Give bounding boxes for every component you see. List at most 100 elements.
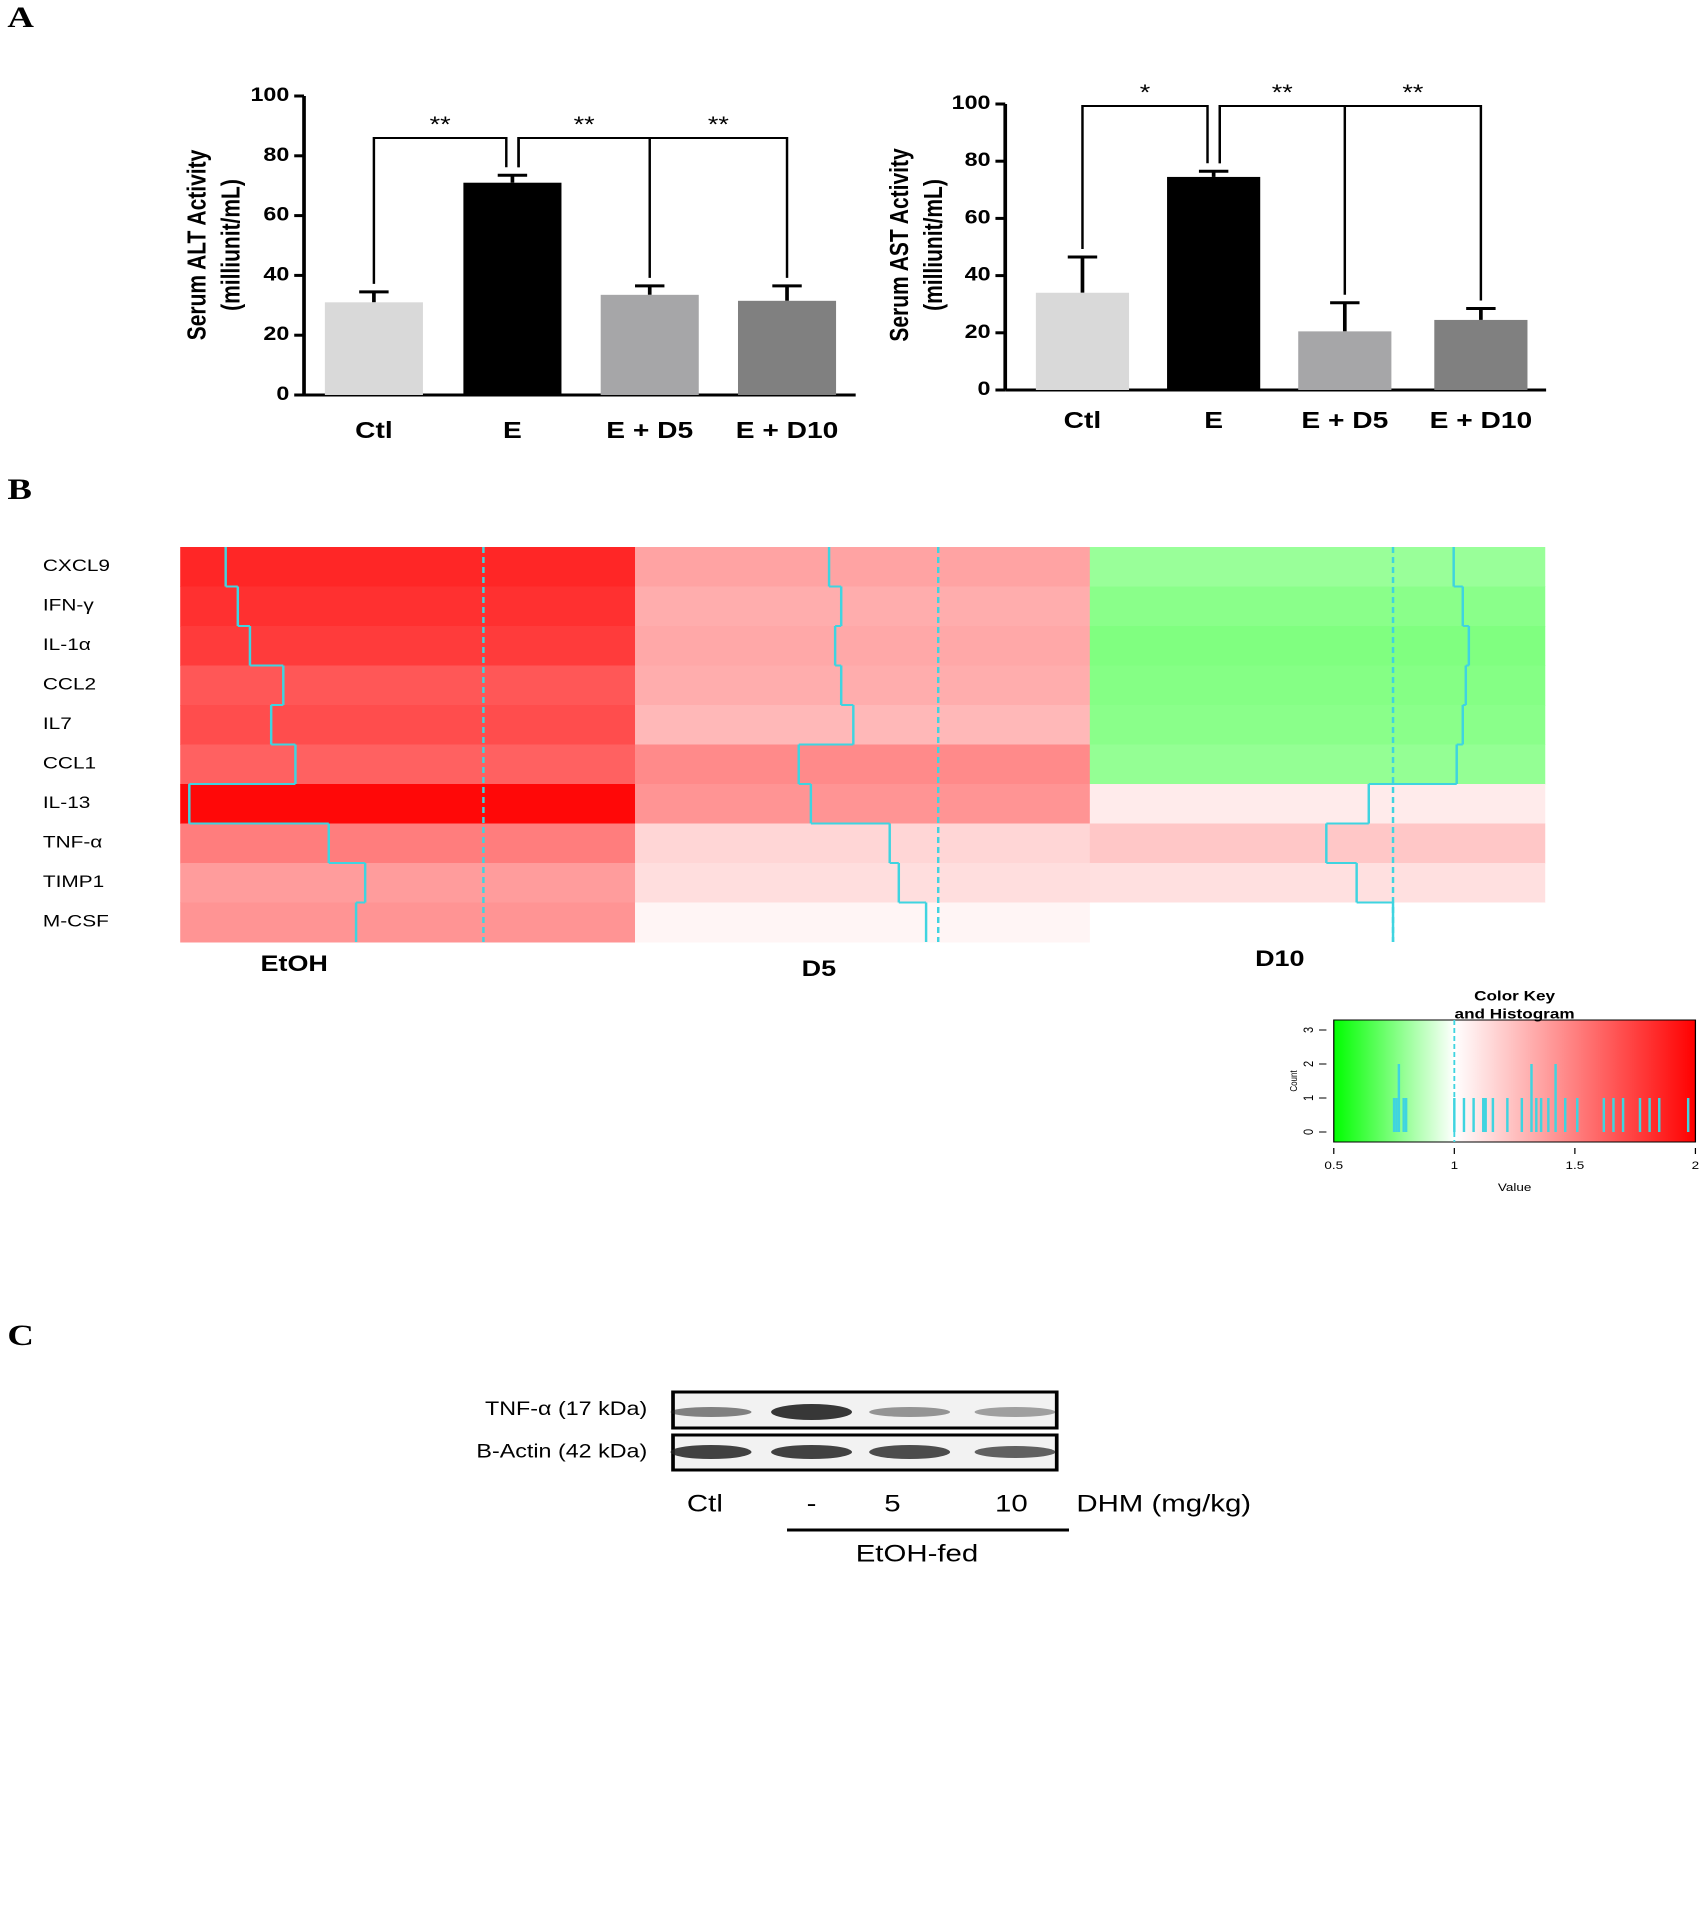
heatmap-cell <box>635 665 1091 706</box>
y-axis-label: Serum ALT Activity <box>182 150 210 341</box>
bar <box>463 182 562 395</box>
blot-band <box>670 1407 752 1417</box>
lane-label: - <box>807 1490 817 1517</box>
column-label: D10 <box>1255 947 1304 971</box>
y-tick-label: 1 <box>1301 1095 1316 1101</box>
y-tick-label: 80 <box>263 144 289 165</box>
heatmap-cell <box>635 586 1091 627</box>
x-tick-label: E + D10 <box>736 418 839 443</box>
y-axis-label: Count <box>1288 1070 1299 1092</box>
heatmap-cell <box>180 705 636 745</box>
panel-label: C <box>7 1319 34 1352</box>
x-tick-label: 0.5 <box>1324 1159 1343 1172</box>
group-label: EtOH-fed <box>856 1540 979 1567</box>
heatmap-cell <box>635 547 1091 587</box>
x-tick-label: 1 <box>1451 1159 1459 1172</box>
y-tick-label: 0 <box>978 378 991 399</box>
x-tick-label: E <box>503 418 522 443</box>
heatmap-cell <box>1089 665 1546 706</box>
lane-label: 5 <box>884 1490 900 1517</box>
heatmap-cell <box>635 744 1091 785</box>
bar <box>737 300 837 395</box>
y-axis-label: (milliunit/mL) <box>919 179 947 311</box>
heatmap-cell <box>180 902 636 943</box>
x-tick-label: 1.5 <box>1565 1159 1584 1172</box>
y-tick-label: 60 <box>965 206 991 227</box>
bar <box>1298 331 1392 390</box>
column-label: D5 <box>802 957 836 981</box>
significance-bracket <box>372 137 508 284</box>
y-tick-label: 40 <box>263 263 289 284</box>
row-label: M-CSF <box>43 912 109 931</box>
significance-bracket <box>1081 105 1209 250</box>
y-tick-label: 100 <box>952 92 991 113</box>
panel-label: A <box>7 1 34 34</box>
x-tick-label: E + D10 <box>1430 408 1533 433</box>
bar <box>324 302 423 395</box>
heatmap-cell <box>635 705 1091 745</box>
key-title: Color Key <box>1474 989 1555 1004</box>
y-tick-label: 80 <box>965 149 991 170</box>
row-label: IFN-γ <box>43 596 94 615</box>
significance-label: ** <box>1272 81 1293 105</box>
blot-row-label: TNF-α (17 kDa) <box>485 1398 647 1419</box>
blot-box <box>671 1390 1059 1430</box>
heatmap-cell <box>1089 744 1546 785</box>
row-label: CCL2 <box>43 675 96 694</box>
y-tick-label: 0 <box>1301 1129 1316 1135</box>
heatmap-cell <box>180 744 636 785</box>
lane-label: 10 <box>995 1490 1028 1517</box>
bar <box>1035 292 1130 390</box>
x-tick-label: E + D5 <box>606 418 693 443</box>
heatmap-cell <box>635 902 1091 943</box>
x-tick-label: Ctl <box>1064 408 1102 433</box>
significance-label: ** <box>574 113 595 137</box>
blot-band <box>670 1445 752 1459</box>
row-label: IL-13 <box>43 794 90 813</box>
heatmap-cell <box>1089 705 1546 745</box>
y-tick-label: 100 <box>250 84 289 105</box>
y-tick-label: 20 <box>965 321 991 342</box>
significance-bracket <box>517 137 789 278</box>
blot-band <box>869 1445 951 1459</box>
blot-band <box>869 1407 951 1417</box>
heatmap-cell <box>1089 902 1546 943</box>
heatmap-cell <box>635 626 1091 666</box>
row-label: IL7 <box>43 715 72 734</box>
heatmap-cell <box>1089 784 1546 824</box>
y-tick-label: 60 <box>263 204 289 225</box>
y-tick-label: 20 <box>263 323 289 344</box>
heatmap-cell <box>180 823 636 864</box>
significance-label: ** <box>1402 81 1423 105</box>
x-tick-label: E + D5 <box>1301 408 1388 433</box>
row-label: TIMP1 <box>43 873 104 892</box>
column-label: EtOH <box>261 952 328 976</box>
significance-bracket <box>1218 105 1483 301</box>
bar <box>1167 176 1261 390</box>
key-title: and Histogram <box>1455 1007 1575 1022</box>
blot-band <box>771 1404 852 1420</box>
x-tick-label: Ctl <box>355 418 393 443</box>
heatmap-cell <box>1089 626 1546 666</box>
bar <box>1434 319 1528 390</box>
significance-label: * <box>1140 81 1151 105</box>
heatmap-cell <box>180 784 636 824</box>
blot-band <box>771 1445 852 1459</box>
panel-label: B <box>7 473 32 506</box>
heatmap-cell <box>1089 547 1546 587</box>
row-label: CXCL9 <box>43 557 110 576</box>
x-tick-label: 2 <box>1692 1159 1700 1172</box>
heatmap-cell <box>180 626 636 666</box>
blot-row-label: B-Actin (42 kDa) <box>476 1441 647 1462</box>
heatmap-cell <box>635 784 1091 824</box>
lane-label: Ctl <box>687 1490 723 1517</box>
y-tick-label: 3 <box>1301 1027 1316 1033</box>
heatmap-cell <box>1089 823 1546 864</box>
heatmap-cell <box>1089 863 1546 903</box>
x-axis-label: Value <box>1498 1181 1532 1194</box>
y-tick-label: 40 <box>965 264 991 285</box>
significance-label: ** <box>708 113 729 137</box>
heatmap-cell <box>635 863 1091 903</box>
